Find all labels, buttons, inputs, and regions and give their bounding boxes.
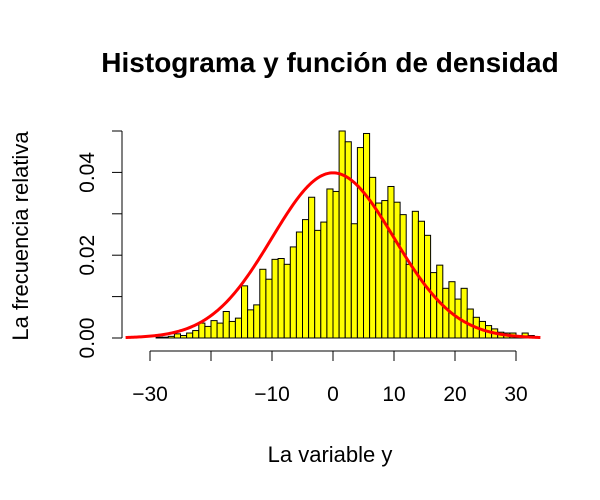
histogram-bar <box>308 196 316 339</box>
chart-title: Histograma y función de densidad <box>101 47 558 78</box>
histogram-bar <box>295 231 303 339</box>
histogram-bars <box>155 130 535 339</box>
histogram-bar <box>332 190 340 339</box>
y-axis-label: La frecuencia relativa <box>8 131 33 341</box>
histogram-bar <box>460 287 468 339</box>
histogram-bar <box>192 330 200 339</box>
histogram-bar <box>259 268 267 339</box>
histogram-bar <box>210 320 218 339</box>
x-axis-label: La variable y <box>268 442 393 467</box>
x-tick-label: 30 <box>504 383 527 406</box>
histogram-bar <box>320 221 328 339</box>
histogram-bar <box>271 258 279 339</box>
histogram-bar <box>430 272 438 339</box>
y-axis: 0.00 0.02 0.04 <box>76 130 123 359</box>
y-tick-label: 0.02 <box>76 235 99 276</box>
x-tick-label: 20 <box>443 383 466 406</box>
histogram-bar <box>155 336 163 339</box>
histogram-bar <box>198 322 206 339</box>
histogram-bar <box>289 246 297 339</box>
histogram-bar <box>350 223 358 339</box>
histogram-bar <box>356 147 364 339</box>
y-tick-label: 0.00 <box>76 318 99 359</box>
histogram-bar <box>173 333 181 339</box>
histogram-bar <box>442 287 450 339</box>
x-tick-label: −10 <box>254 383 290 406</box>
histogram-bar <box>387 185 395 339</box>
histogram-bar <box>216 322 224 339</box>
x-tick-label: 0 <box>327 383 339 406</box>
histogram-bar <box>167 335 175 339</box>
histogram-bar <box>234 317 242 339</box>
histogram-bar <box>283 263 291 339</box>
histogram-bar <box>186 332 194 339</box>
histogram-bar <box>393 201 401 339</box>
histogram-bar <box>344 141 352 339</box>
histogram-bar <box>363 132 371 339</box>
density-curve <box>125 171 541 339</box>
x-tick-label: −30 <box>132 383 168 406</box>
x-tick-label: 10 <box>382 383 405 406</box>
histogram-bar <box>241 285 249 339</box>
histogram-bar <box>302 219 310 339</box>
histogram-bar <box>180 335 188 339</box>
histogram-bar <box>277 258 285 339</box>
histogram-bar <box>253 304 261 339</box>
histogram-bar <box>222 311 230 339</box>
histogram-bar <box>204 325 212 339</box>
histogram-bar <box>405 263 413 339</box>
histogram-bar <box>247 309 255 339</box>
histogram-bar <box>338 130 346 339</box>
histogram-bar <box>399 214 407 339</box>
histogram-bar <box>161 336 169 339</box>
histogram-bar <box>326 188 334 339</box>
histogram-bar <box>265 278 273 339</box>
y-tick-label: 0.04 <box>76 152 99 193</box>
x-axis: −30 −10 0 10 20 30 <box>132 350 528 406</box>
histogram-bar <box>314 229 322 339</box>
histogram-bar <box>375 202 383 339</box>
histogram-bar <box>228 320 236 339</box>
